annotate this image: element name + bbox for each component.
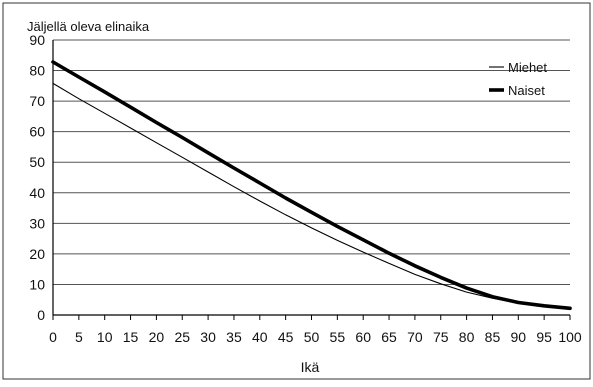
x-tick-label: 100 bbox=[558, 329, 582, 345]
x-tick-label: 25 bbox=[174, 329, 190, 345]
x-tick-label: 0 bbox=[49, 329, 57, 345]
y-tick-label: 10 bbox=[29, 276, 45, 292]
x-tick-label: 60 bbox=[355, 329, 371, 345]
axes bbox=[52, 40, 571, 320]
series-lines bbox=[51, 60, 572, 311]
x-tick-label: 5 bbox=[75, 329, 83, 345]
x-tick-label: 45 bbox=[278, 329, 294, 345]
x-tick-label: 15 bbox=[123, 329, 139, 345]
chart-title: Jäljellä oleva elinaika bbox=[27, 19, 150, 34]
x-tick-label: 95 bbox=[536, 329, 552, 345]
x-tick-label: 10 bbox=[97, 329, 113, 345]
legend-label-miehet: Miehet bbox=[508, 60, 547, 75]
legend-label-naiset: Naiset bbox=[508, 83, 545, 98]
x-tick-labels: 0 5 10 15 20 25 30 35 40 45 50 55 60 65 70 75 80 85 90 95 10… bbox=[49, 329, 582, 345]
y-tick-label: 90 bbox=[29, 32, 45, 48]
x-tick-label: 90 bbox=[511, 329, 527, 345]
x-tick-label: 20 bbox=[149, 329, 165, 345]
x-tick-label: 50 bbox=[304, 329, 320, 345]
y-tick-label: 40 bbox=[29, 185, 45, 201]
chart-border bbox=[2, 2, 591, 380]
y-tick-label: 80 bbox=[29, 63, 45, 79]
y-tick-label: 30 bbox=[29, 215, 45, 231]
y-tick-label: 50 bbox=[29, 154, 45, 170]
gridlines bbox=[53, 39, 570, 285]
x-tick-label: 35 bbox=[226, 329, 242, 345]
series-line-miehet bbox=[52, 82, 571, 309]
y-tick-label: 60 bbox=[29, 124, 45, 140]
series-line-naiset bbox=[51, 60, 572, 311]
x-tick-label: 30 bbox=[200, 329, 216, 345]
x-axis-label: Ikä bbox=[301, 359, 320, 375]
x-tick-label: 65 bbox=[381, 329, 397, 345]
x-tick-label: 75 bbox=[433, 329, 449, 345]
y-tick-label: 20 bbox=[29, 246, 45, 262]
legend: Miehet Naiset bbox=[489, 60, 547, 98]
x-tick-label: 80 bbox=[459, 329, 475, 345]
y-tick-label: 0 bbox=[37, 307, 45, 323]
x-tick-label: 40 bbox=[252, 329, 268, 345]
y-tick-label: 70 bbox=[29, 93, 45, 109]
y-tick-labels: 0 10 20 30 40 50 60 70 80 90 bbox=[29, 32, 45, 323]
x-tick-label: 85 bbox=[485, 329, 501, 345]
x-tick-label: 55 bbox=[330, 329, 346, 345]
x-tick-label: 70 bbox=[407, 329, 423, 345]
